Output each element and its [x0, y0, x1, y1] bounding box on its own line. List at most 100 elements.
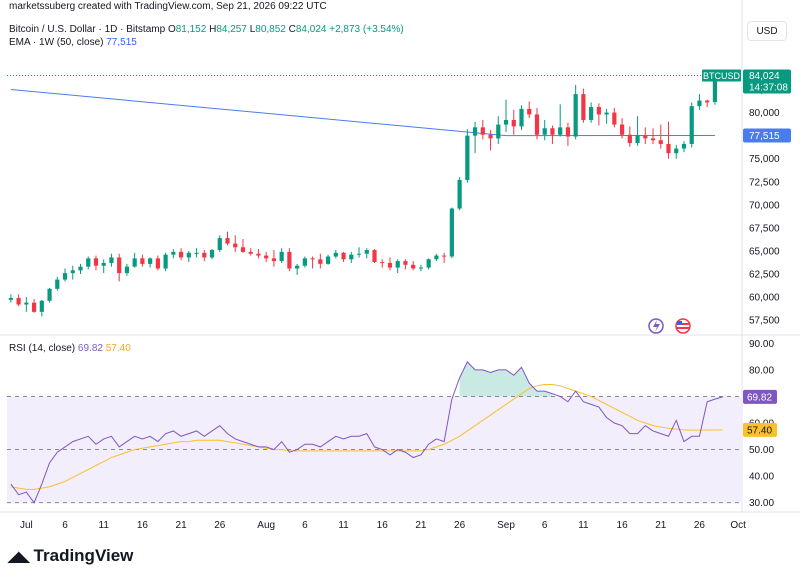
candle-body[interactable] [264, 255, 269, 259]
candle-body[interactable] [380, 262, 385, 264]
candle-body[interactable] [503, 119, 509, 125]
candle-body[interactable] [356, 253, 362, 255]
candle-body[interactable] [318, 259, 323, 264]
candle-body[interactable] [271, 258, 277, 262]
candle-body[interactable] [550, 128, 555, 135]
candle-body[interactable] [581, 94, 586, 120]
last-price-tag[interactable] [743, 69, 791, 94]
candle-body[interactable] [287, 251, 292, 269]
candle-body[interactable] [240, 247, 246, 252]
candle-body[interactable] [534, 114, 540, 135]
candle-body[interactable] [604, 112, 609, 115]
candle-body[interactable] [279, 251, 284, 262]
candle-body[interactable] [480, 127, 485, 135]
candle-body[interactable] [689, 106, 694, 144]
candle-body[interactable] [418, 267, 424, 269]
candle-body[interactable] [364, 250, 369, 254]
candle-body[interactable] [372, 250, 377, 263]
candle-body[interactable] [681, 143, 687, 149]
candle-body[interactable] [542, 128, 547, 135]
tradingview-logo[interactable]: ◢◣ TradingView [8, 546, 133, 566]
candle-body[interactable] [519, 108, 524, 127]
candle-body[interactable] [627, 134, 632, 144]
candle-body[interactable] [395, 261, 400, 268]
candle-body[interactable] [202, 252, 207, 258]
candle-body[interactable] [705, 100, 710, 103]
candle-body[interactable] [488, 134, 493, 139]
candle-body[interactable] [527, 108, 532, 115]
candle-body[interactable] [635, 135, 640, 144]
candle-body[interactable] [666, 143, 671, 154]
candle-body[interactable] [697, 100, 702, 107]
candle-body[interactable] [31, 302, 37, 312]
candle-body[interactable] [248, 251, 253, 254]
candle-body[interactable] [565, 127, 571, 137]
candle-body[interactable] [295, 265, 300, 269]
candle-body[interactable] [217, 238, 222, 251]
ema-legend[interactable]: EMA · 1W (50, close) 77,515 [9, 37, 137, 48]
candle-body[interactable] [24, 302, 29, 305]
candle-body[interactable] [101, 262, 106, 266]
candle-body[interactable] [472, 127, 478, 136]
candle-body[interactable] [449, 208, 454, 257]
candle-body[interactable] [39, 300, 44, 312]
candle-body[interactable] [573, 94, 578, 137]
candle-body[interactable] [496, 124, 501, 139]
symbol-legend[interactable]: Bitcoin / U.S. Dollar · 1D · Bitstamp O8… [9, 24, 404, 35]
candle-body[interactable] [387, 262, 393, 268]
lightning-event-icon[interactable] [648, 318, 664, 334]
candle-body[interactable] [612, 112, 617, 125]
candle-body[interactable] [310, 258, 315, 260]
candle-body[interactable] [442, 255, 447, 257]
candle-body[interactable] [93, 258, 99, 266]
candle-body[interactable] [233, 243, 238, 248]
candle-body[interactable] [511, 119, 516, 127]
candle-body[interactable] [8, 298, 13, 300]
candle-body[interactable] [558, 127, 563, 135]
candle-body[interactable] [178, 251, 184, 258]
candle-body[interactable] [434, 255, 439, 260]
candle-body[interactable] [148, 258, 153, 264]
candle-body[interactable] [140, 258, 145, 264]
candle-body[interactable] [62, 273, 68, 280]
candle-body[interactable] [47, 288, 52, 301]
currency-button[interactable]: USD [747, 21, 787, 41]
candle-body[interactable] [225, 238, 230, 244]
candle-body[interactable] [619, 124, 625, 135]
candle-body[interactable] [465, 135, 470, 180]
candle-body[interactable] [70, 270, 75, 274]
candle-body[interactable] [596, 107, 601, 115]
rsi-legend[interactable]: RSI (14, close) 69.82 57.40 [9, 343, 131, 354]
candle-body[interactable] [341, 252, 346, 260]
candle-body[interactable] [124, 266, 130, 274]
candle-body[interactable] [426, 259, 431, 268]
candle-body[interactable] [302, 258, 307, 266]
candle-body[interactable] [411, 264, 416, 269]
candle-body[interactable] [349, 254, 354, 260]
candle-body[interactable] [186, 252, 191, 258]
candle-body[interactable] [658, 140, 663, 144]
candle-body[interactable] [78, 266, 83, 271]
candle-body[interactable] [194, 252, 199, 254]
candle-body[interactable] [333, 252, 338, 257]
candle-body[interactable] [403, 261, 408, 265]
candle-body[interactable] [589, 107, 594, 120]
candle-body[interactable] [16, 298, 21, 305]
candle-body[interactable] [209, 250, 215, 258]
candle-body[interactable] [109, 257, 114, 263]
candle-body[interactable] [171, 251, 176, 255]
candle-body[interactable] [132, 258, 137, 267]
candle-body[interactable] [155, 258, 160, 269]
candle-body[interactable] [674, 148, 679, 154]
candle-body[interactable] [256, 253, 261, 256]
candle-body[interactable] [163, 254, 168, 269]
candle-body[interactable] [117, 257, 122, 274]
candle-body[interactable] [650, 138, 656, 141]
candle-body[interactable] [325, 256, 331, 264]
candle-body[interactable] [643, 135, 648, 139]
candle-body[interactable] [457, 179, 462, 209]
candle-body[interactable] [55, 279, 60, 289]
candle-body[interactable] [712, 75, 718, 102]
candle-body[interactable] [86, 258, 91, 267]
